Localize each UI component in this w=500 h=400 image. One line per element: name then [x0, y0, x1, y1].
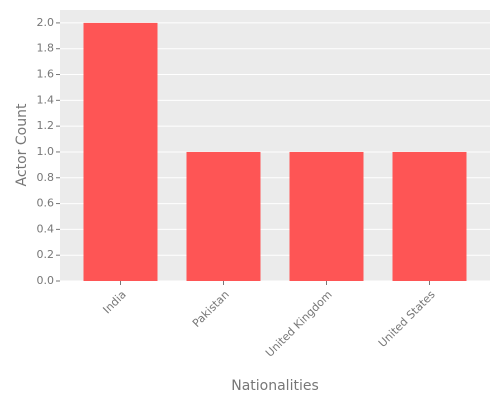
y-tick-label: 0.4: [37, 222, 55, 235]
x-axis-title: Nationalities: [231, 378, 319, 394]
y-tick-label: 0.2: [37, 248, 55, 261]
x-tick-label: United States: [376, 288, 438, 350]
y-tick-label: 1.8: [37, 42, 55, 55]
x-tick-label: United Kingdom: [263, 288, 335, 360]
bar: [186, 151, 261, 281]
y-tick-label: 0.6: [37, 197, 55, 210]
y-tick-label: 1.0: [37, 145, 55, 158]
y-tick-label: 1.4: [37, 93, 55, 106]
y-tick-label: 0.0: [37, 274, 55, 287]
y-tick-label: 1.6: [37, 68, 55, 81]
y-tick-label: 1.2: [37, 119, 55, 132]
x-tick-label: India: [100, 288, 128, 316]
y-tick-label: 2.0: [37, 16, 55, 29]
y-axis-title: Actor Count: [14, 103, 30, 186]
bar: [83, 22, 158, 282]
bar: [392, 151, 467, 281]
y-tick-label: 0.8: [37, 171, 55, 184]
x-tick-label: Pakistan: [190, 288, 232, 330]
bar: [289, 151, 364, 281]
